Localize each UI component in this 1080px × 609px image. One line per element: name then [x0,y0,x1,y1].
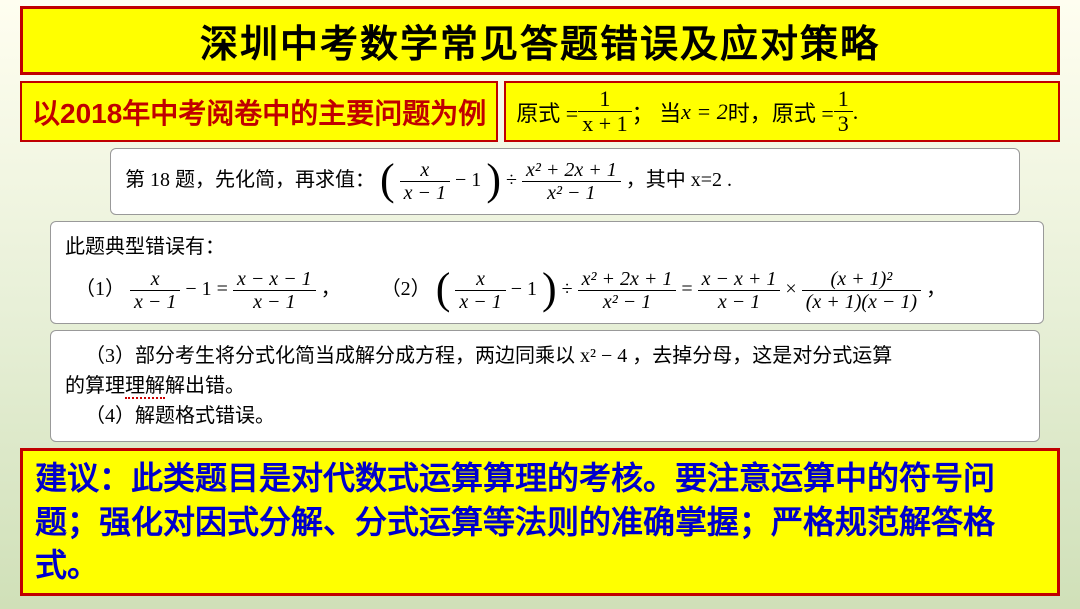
errors-intro: 此题典型错误有： [65,232,1029,262]
error4: （4）解题格式错误。 [65,401,1025,431]
error3-l2a: 的算理 [65,375,125,397]
error3-line1: （3）部分考生将分式化简当成解分成方程，两边同乘以 x² − 4 ，去掉分母，这… [65,341,1025,371]
result-frac1: 1 x + 1 [578,87,631,136]
subtitle-box: 以2018年中考阅卷中的主要问题为例 [20,81,498,142]
error2-r2: (x + 1)² (x + 1)(x − 1) [802,268,921,313]
errors-block: 此题典型错误有： （1） x x − 1 − 1 = x − x − 1 x −… [50,221,1044,324]
page-title: 深圳中考数学常见答题错误及应对策略 [200,24,880,66]
result-end: . [853,99,859,125]
error1-rhs: x − x − 1 x − 1 [233,268,316,313]
problem-minus1: − 1 [455,169,481,191]
errors-row: （1） x x − 1 − 1 = x − x − 1 x − 1 ， （2） … [65,268,1029,313]
error3-line2: 的算理理解解出错。 [65,371,1025,401]
error2-eq: = [681,278,697,300]
error4-text: （4）解题格式错误。 [85,405,275,427]
result-sep: ； [632,96,654,128]
e2-lparen-icon: ( [436,264,451,313]
problem-lhs-frac: x x − 1 [400,159,450,204]
subtitle-text: 以2018年中考阅卷中的主要问题为例 [32,92,486,132]
lparen-icon: ( [380,155,395,204]
result-prefix2: 原式 = [772,96,834,128]
error1-end: ， [321,278,341,300]
problem-rhs-frac: x² + 2x + 1 x² − 1 [522,159,621,204]
e2-rparen-icon: ) [542,264,557,313]
error2-lp: x x − 1 [455,268,505,313]
error3-l1-text: （3）部分考生将分式化简当成解分成方程，两边同乘以 x² − 4 ，去掉分母，这… [85,345,892,367]
result-prefix: 原式 = [516,96,578,128]
error2-mid: x² + 2x + 1 x² − 1 [578,268,677,313]
error2-tag: （2） [381,278,431,300]
result-shi: 时， [728,96,772,128]
result-formula-box: 原式 = 1 x + 1 ； 当 x = 2 时， 原式 = 1 3 . [504,81,1060,142]
error2-div: ÷ [562,278,578,300]
page-title-bar: 深圳中考数学常见答题错误及应对策略 [20,6,1060,75]
result-xval: x = 2 [681,99,728,125]
error2-minus1: − 1 [511,278,537,300]
error-2: （2） ( x x − 1 − 1 ) ÷ x² + 2x + 1 x² − 1… [381,268,946,313]
error1-lhs: x x − 1 [130,268,180,313]
problem-div: ÷ [506,169,522,191]
problem-label: 第 18 题，先化简，再求值： [125,169,375,191]
subtitle-row: 以2018年中考阅卷中的主要问题为例 原式 = 1 x + 1 ； 当 x = … [20,81,1060,142]
error2-end: ， [926,278,946,300]
problem-tail: ，其中 x=2 . [626,169,732,191]
advice-text: 建议：此类题目是对代数式运算算理的考核。要注意运算中的符号问题；强化对因式分解、… [35,460,995,582]
error2-times: × [785,278,801,300]
error1-minus: − 1 = [185,278,233,300]
error3-l2b: 理解 [125,375,165,399]
error1-tag: （1） [75,278,125,300]
error3-l2c: 解出错。 [165,375,245,397]
error-1: （1） x x − 1 − 1 = x − x − 1 x − 1 ， [65,268,341,313]
rparen-icon: ) [486,155,501,204]
result-frac2: 1 3 [834,87,853,136]
errors-block-2: （3）部分考生将分式化简当成解分成方程，两边同乘以 x² − 4 ，去掉分母，这… [50,330,1040,442]
error2-r1: x − x + 1 x − 1 [698,268,781,313]
problem-block: 第 18 题，先化简，再求值： ( x x − 1 − 1 ) ÷ x² + 2… [110,148,1020,215]
advice-box: 建议：此类题目是对代数式运算算理的考核。要注意运算中的符号问题；强化对因式分解、… [20,448,1060,596]
result-when: 当 [659,96,681,128]
